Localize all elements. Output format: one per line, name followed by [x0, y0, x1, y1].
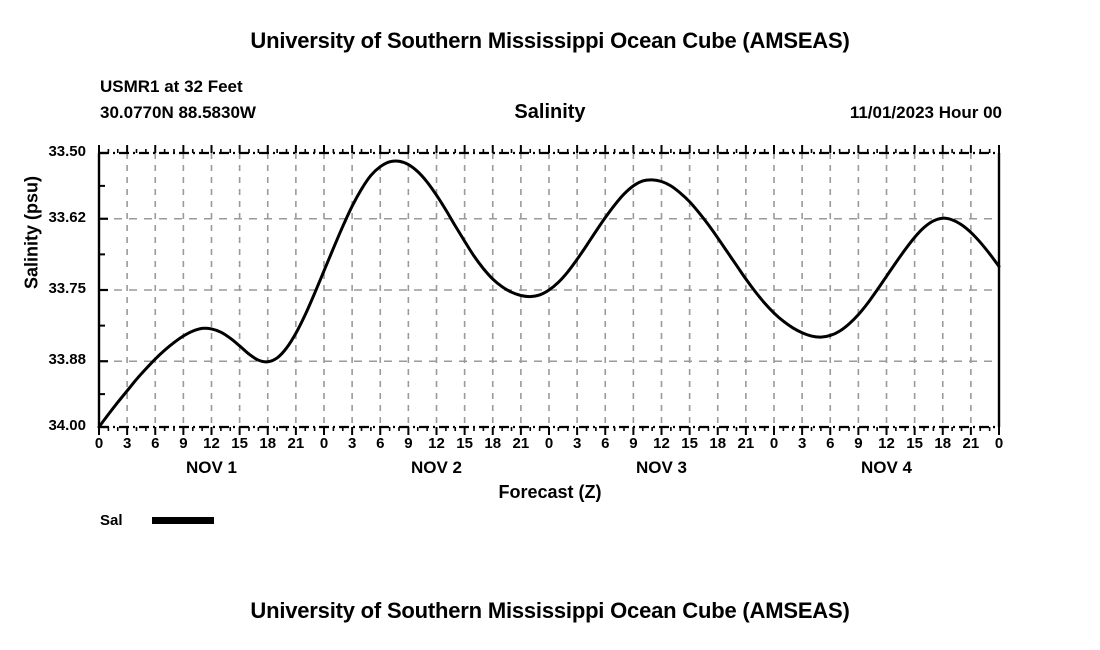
axis-ticks — [98, 145, 1000, 435]
series-line-sal — [97, 159, 1001, 429]
x-tick-label: 9 — [854, 435, 863, 452]
x-tick-label: 18 — [259, 435, 277, 452]
x-tick-label: 3 — [122, 435, 132, 452]
x-tick-label: 0 — [769, 435, 779, 452]
x-tick-label: 9 — [179, 435, 188, 452]
x-tick-label: 21 — [287, 435, 305, 452]
chart-title-top: University of Southern Mississippi Ocean… — [250, 28, 850, 53]
coordinates-label: 30.0770N 88.5830W — [100, 103, 256, 122]
station-label: USMR1 at 32 Feet — [100, 77, 243, 96]
x-tick-label: 18 — [484, 435, 502, 452]
x-tick-label: 12 — [653, 435, 670, 452]
variable-title: Salinity — [514, 101, 586, 123]
x-tick-label: 6 — [826, 435, 835, 452]
x-tick-label: 3 — [572, 435, 582, 452]
grid-lines — [99, 153, 999, 427]
x-tick-label: 15 — [456, 435, 473, 452]
x-tick-label: 18 — [934, 435, 952, 452]
x-tick-label: 15 — [681, 435, 698, 452]
x-axis-day-label: NOV 1 — [185, 458, 238, 477]
legend-swatch-sal — [152, 516, 214, 524]
x-tick-label: 3 — [797, 435, 807, 452]
x-tick-label: 0 — [544, 435, 554, 452]
x-tick-label: 6 — [601, 435, 610, 452]
x-tick-label: 21 — [512, 435, 530, 452]
x-tick-label: 21 — [737, 435, 755, 452]
y-tick-label: 33.75 — [48, 280, 86, 297]
x-tick-label: 9 — [629, 435, 638, 452]
x-tick-label: 6 — [151, 435, 160, 452]
x-tick-label: 0 — [994, 435, 1004, 452]
x-axis-day-label: NOV 2 — [410, 458, 463, 477]
y-tick-label: 33.50 — [48, 143, 86, 160]
x-tick-label: 15 — [231, 435, 248, 452]
x-tick-label: 12 — [203, 435, 220, 452]
x-tick-label: 12 — [878, 435, 895, 452]
forecast-datetime-label: 11/01/2023 Hour 00 — [849, 103, 1002, 122]
x-axis-day-label: NOV 3 — [635, 458, 688, 477]
x-tick-label: 3 — [347, 435, 357, 452]
x-tick-label: 0 — [319, 435, 329, 452]
data-series-sal — [97, 159, 1001, 429]
x-axis-label: Forecast (Z) — [498, 482, 602, 502]
y-tick-label: 33.62 — [48, 208, 86, 226]
x-tick-label: 12 — [428, 435, 445, 452]
x-tick-label: 21 — [962, 435, 980, 452]
x-tick-label: 6 — [376, 435, 385, 452]
legend-label-sal: Sal — [100, 511, 123, 529]
y-tick-label: 33.88 — [48, 351, 86, 369]
x-tick-label: 15 — [906, 435, 923, 452]
chart-title-bottom: University of Southern Mississippi Ocean… — [250, 598, 850, 623]
x-tick-label: 0 — [94, 435, 104, 452]
y-tick-label: 34.00 — [48, 417, 86, 434]
x-tick-label: 9 — [404, 435, 413, 452]
x-tick-label: 18 — [709, 435, 727, 452]
chart-legend: Sal — [100, 509, 214, 531]
x-axis-day-label: NOV 4 — [860, 458, 913, 477]
